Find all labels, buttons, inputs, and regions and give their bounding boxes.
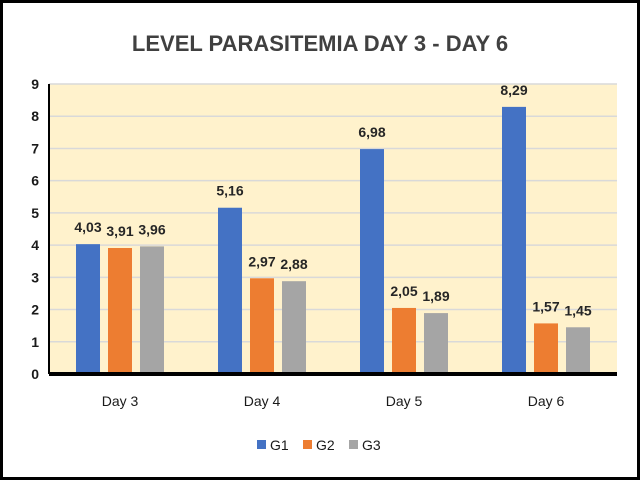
y-tick-label: 8 [31,108,39,124]
bar-g1-day-3 [76,244,100,374]
x-tick-label: Day 6 [528,393,565,409]
bar-g3-day-3 [140,246,164,374]
data-label: 6,98 [358,124,385,140]
bars [76,106,590,374]
y-tick-label: 3 [31,269,39,285]
y-tick-label: 5 [31,205,39,221]
bar-g3-day-5 [424,313,448,374]
x-tick-label: Day 4 [244,393,281,409]
y-tick-label: 6 [31,173,39,189]
bar-g2-day-5 [392,307,416,374]
legend-label-g1: G1 [270,437,289,453]
data-label: 2,05 [390,283,417,299]
legend-swatch-g3 [349,440,358,449]
data-labels: 4,03 3,91 3,96 5,16 2,97 2,88 6,98 2,05 1,89 8,29… [74,82,591,318]
data-label: 5,16 [216,183,243,199]
bar-g2-day-4 [250,278,274,374]
legend-swatch-g2 [303,440,312,449]
data-label: 3,96 [138,221,165,237]
data-label: 8,29 [500,82,527,98]
legend-swatch-g1 [257,440,266,449]
legend-label-g3: G3 [362,437,381,453]
chart-frame: LEVEL PARASITEMIA DAY 3 - DAY 6 0 1 2 3 4 5 6 7… [3,3,637,477]
data-label: 1,89 [422,288,449,304]
legend: G1 G2 G3 [257,437,381,453]
bar-g1-day-4 [218,207,242,374]
x-axis: Day 3 Day 4 Day 5 Day 6 [49,372,617,409]
y-tick-label: 1 [31,334,39,350]
data-label: 2,88 [280,256,307,272]
bar-chart: LEVEL PARASITEMIA DAY 3 - DAY 6 0 1 2 3 4 5 6 7… [31,31,617,453]
bar-g3-day-4 [282,281,306,374]
data-label: 1,57 [532,298,559,314]
x-tick-label: Day 3 [102,393,139,409]
bar-g2-day-6 [534,323,558,374]
y-tick-label: 2 [31,302,39,318]
data-label: 1,45 [564,302,591,318]
y-tick-label: 4 [31,237,39,253]
data-label: 3,91 [106,223,133,239]
bar-g1-day-5 [360,149,384,374]
y-tick-label: 7 [31,140,39,156]
y-tick-label: 9 [31,76,39,92]
legend-label-g2: G2 [316,437,335,453]
bar-g1-day-6 [502,106,526,374]
y-axis: 0 1 2 3 4 5 6 7 8 9 [31,76,50,382]
x-tick-label: Day 5 [386,393,423,409]
data-label: 4,03 [74,219,101,235]
chart-title: LEVEL PARASITEMIA DAY 3 - DAY 6 [132,31,508,56]
data-label: 2,97 [248,253,275,269]
plot-area [49,84,617,374]
bar-g3-day-6 [566,327,590,374]
y-tick-label: 0 [31,366,39,382]
bar-g2-day-3 [108,248,132,374]
